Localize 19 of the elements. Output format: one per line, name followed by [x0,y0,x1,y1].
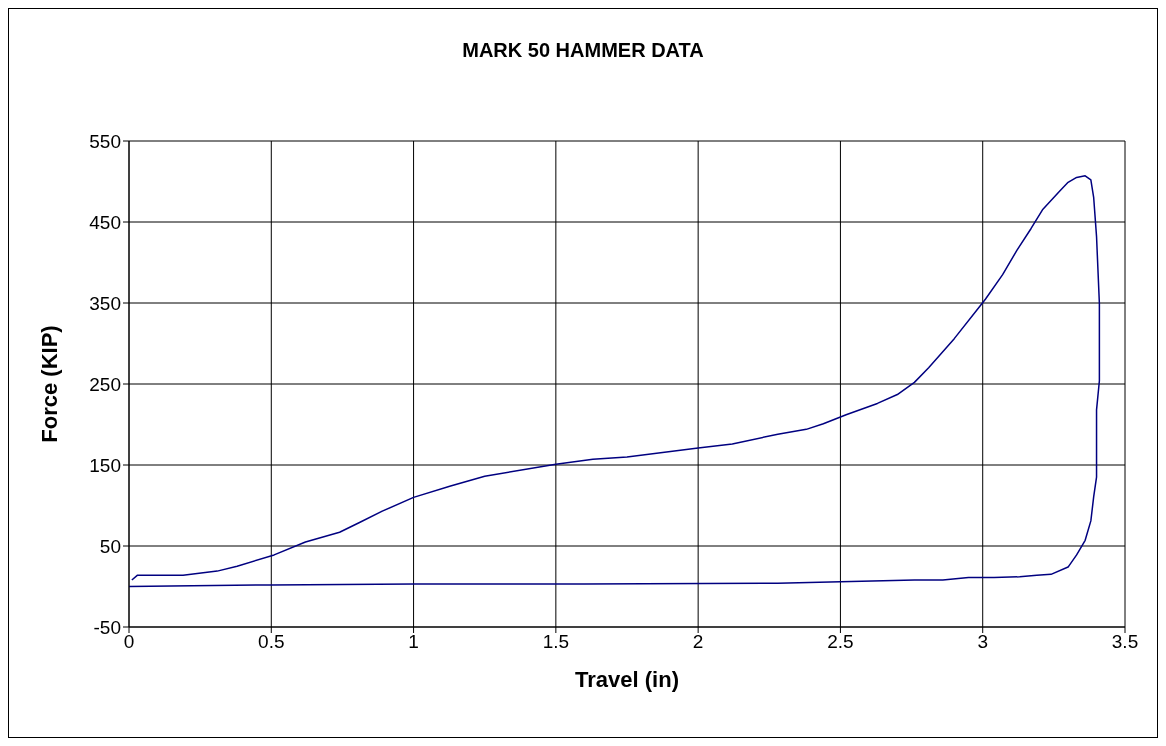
x-tick-label: 2.5 [827,631,854,653]
x-tick-label: 0.5 [258,631,285,653]
x-tick-label: 3.5 [1111,631,1139,653]
line-series [129,175,1101,588]
x-tick-label: 2 [692,631,704,653]
y-tick-label: 150 [89,454,121,476]
x-tick-label: 1.5 [542,631,570,653]
y-tick-label: -50 [93,616,121,638]
chart-title: MARK 50 HAMMER DATA [461,39,705,62]
x-tick-label: 3 [977,631,988,653]
x-tick-label: 0 [123,631,135,653]
y-tick-label: 550 [89,130,121,152]
y-tick-label: 50 [99,535,121,557]
y-tick-label: 350 [89,292,121,314]
x-axis-title: Travel (in) [575,667,679,692]
y-tick-label: 250 [89,373,121,395]
x-tick-label: 1 [408,631,419,653]
y-axis-title: Force (KIP) [36,325,62,443]
y-tick-label: 450 [89,211,121,233]
